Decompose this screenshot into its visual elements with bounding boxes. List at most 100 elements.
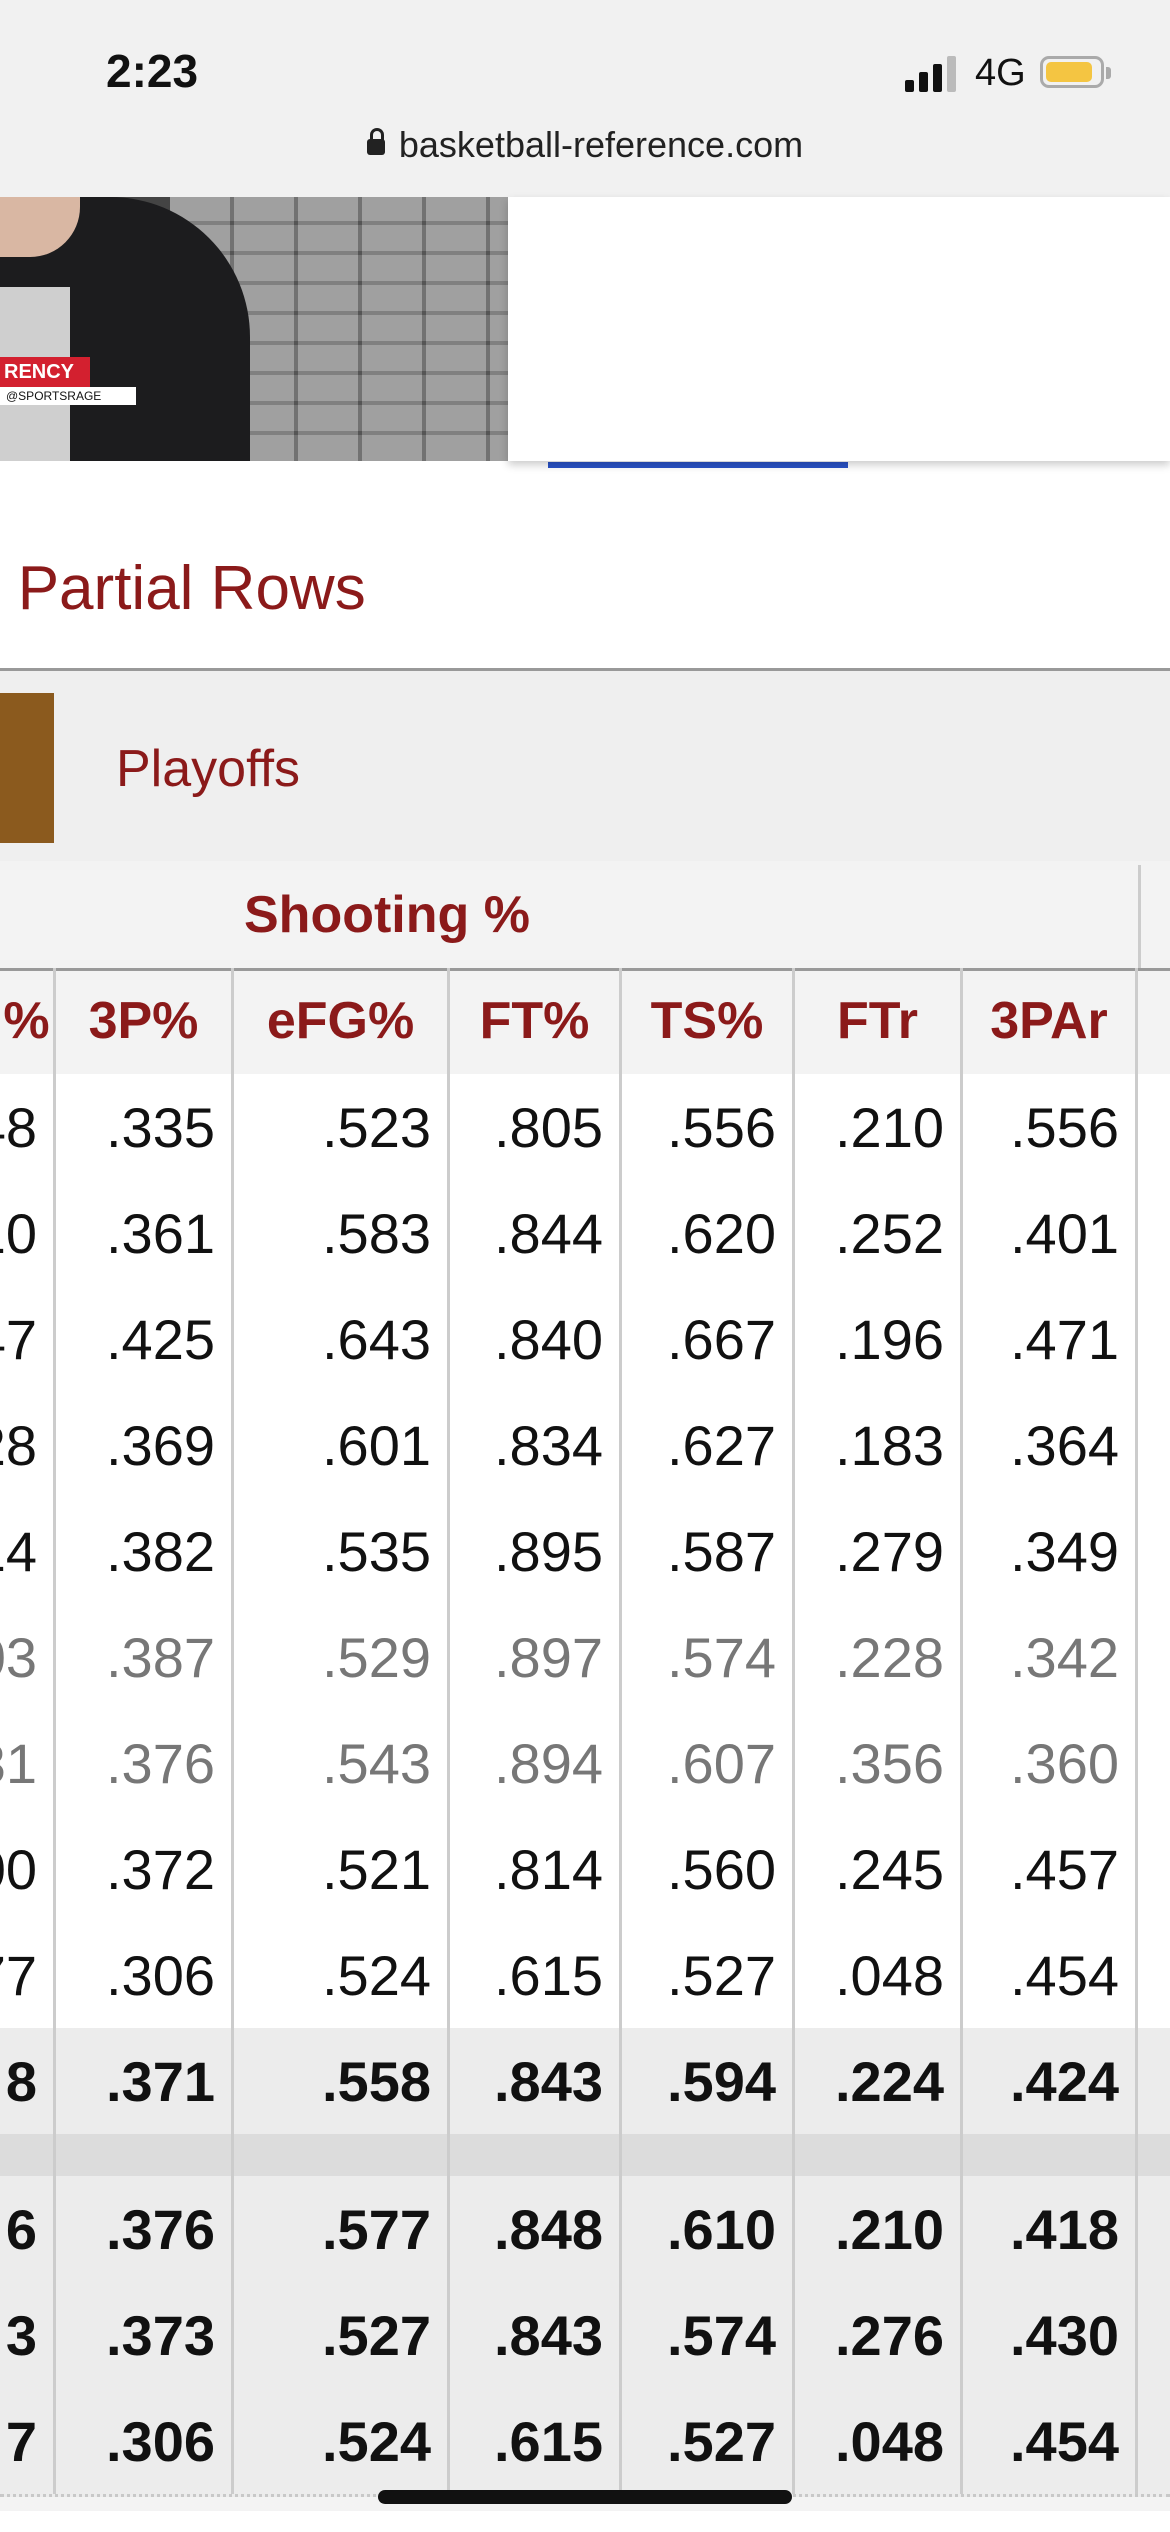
table-cell: .373: [56, 2282, 234, 2388]
table-cell: .587: [622, 1498, 795, 1604]
table-cell: [795, 2134, 963, 2176]
table-row: 10.361.583.844.620.252.401: [0, 1180, 1170, 1289]
table-cell: .814: [450, 1816, 622, 1922]
table-cell: .521: [234, 1816, 450, 1922]
table-cell: .610: [622, 2176, 795, 2282]
section-title[interactable]: e Partial Rows: [0, 554, 366, 623]
table-cell: .848: [450, 2176, 622, 2282]
table-cell: 7: [0, 2388, 56, 2494]
table-cell: .252: [795, 1180, 963, 1286]
column-header[interactable]: TS%: [622, 968, 795, 1074]
table-cell: 31: [0, 1710, 56, 1816]
table-cell: [1138, 2282, 1170, 2388]
table-cell: .048: [795, 1922, 963, 2028]
column-header[interactable]: 3PAr: [963, 968, 1138, 1074]
table-cell: 77: [0, 1922, 56, 2028]
table-cell: .376: [56, 2176, 234, 2282]
table-cell: .471: [963, 1286, 1138, 1392]
table-cell: .228: [795, 1604, 963, 1710]
table-cell: .369: [56, 1392, 234, 1498]
lock-icon: [366, 128, 385, 156]
table-cell: [1138, 1922, 1170, 2028]
table-row: 31.376.543.894.607.356.360: [0, 1710, 1170, 1819]
video-handle-tag: @SPORTSRAGE: [0, 387, 136, 405]
tab-playoffs[interactable]: Playoffs: [116, 740, 301, 798]
tab-regular-season[interactable]: [0, 693, 54, 843]
table-row: 03.387.529.897.574.228.342: [0, 1604, 1170, 1713]
table-cell: .894: [450, 1710, 622, 1816]
table-row: 00.372.521.814.560.245.457: [0, 1816, 1170, 1925]
table-cell: .210: [795, 1074, 963, 1180]
table-cell: [450, 2134, 622, 2176]
table-cell: .306: [56, 1922, 234, 2028]
column-header[interactable]: [1138, 968, 1170, 1074]
table-cell: .843: [450, 2282, 622, 2388]
table-cell: [0, 2134, 56, 2176]
table-cell: [1138, 2176, 1170, 2282]
table-cell: .372: [56, 1816, 234, 1922]
table-cell: .457: [963, 1816, 1138, 1922]
table-cell: .601: [234, 1392, 450, 1498]
table-cell: .454: [963, 1922, 1138, 2028]
table-cell: .834: [450, 1392, 622, 1498]
table-cell: .279: [795, 1498, 963, 1604]
section-divider: [0, 668, 1170, 671]
address-bar[interactable]: basketball-reference.com: [0, 124, 1170, 166]
table-cell: .620: [622, 1180, 795, 1286]
career-total-row: 8.371.558.843.594.224.424: [0, 2028, 1170, 2137]
table-cell: 03: [0, 1604, 56, 1710]
table-spacer-row: [0, 2134, 1170, 2176]
table-cell: .594: [622, 2028, 795, 2134]
obscured-link-underline: [548, 462, 848, 468]
table-cell: [1138, 1286, 1170, 1392]
table-cell: [234, 2134, 450, 2176]
column-header[interactable]: eFG%: [234, 968, 450, 1074]
table-cell: 00: [0, 1816, 56, 1922]
shooting-stats-table: Shooting % %3P%eFG%FT%TS%FTr3PAr48.335.5…: [0, 861, 1170, 2511]
table-cell: .306: [56, 2388, 234, 2494]
column-header[interactable]: 3P%: [56, 968, 234, 1074]
team-total-row: 6.376.577.848.610.210.418: [0, 2176, 1170, 2285]
table-cell: .627: [622, 1392, 795, 1498]
table-cell: .210: [795, 2176, 963, 2282]
table-cell: .527: [622, 1922, 795, 2028]
network-type: 4G: [975, 52, 1026, 94]
table-row: 48.335.523.805.556.210.556: [0, 1074, 1170, 1183]
table-cell: .843: [450, 2028, 622, 2134]
battery-icon: [1040, 56, 1111, 88]
table-cell: [622, 2134, 795, 2176]
table-cell: .425: [56, 1286, 234, 1392]
table-cell: [1138, 1180, 1170, 1286]
table-cell: [1138, 1710, 1170, 1816]
table-cell: .535: [234, 1498, 450, 1604]
table-cell: [1138, 2028, 1170, 2134]
table-cell: .556: [622, 1074, 795, 1180]
column-header[interactable]: FT%: [450, 968, 622, 1074]
table-cell: 14: [0, 1498, 56, 1604]
table-cell: .360: [963, 1710, 1138, 1816]
column-header[interactable]: %: [0, 968, 56, 1074]
table-cell: .196: [795, 1286, 963, 1392]
floating-video-player[interactable]: RENCY @SPORTSRAGE: [0, 197, 508, 461]
season-type-tabs: Playoffs: [0, 671, 1170, 864]
column-header[interactable]: FTr: [795, 968, 963, 1074]
team-total-row: 7.306.524.615.527.048.454: [0, 2388, 1170, 2497]
table-cell: 3: [0, 2282, 56, 2388]
table-cell: .558: [234, 2028, 450, 2134]
table-cell: .577: [234, 2176, 450, 2282]
table-cell: .805: [450, 1074, 622, 1180]
video-channel-tag: RENCY: [0, 357, 90, 387]
table-cell: 10: [0, 1180, 56, 1286]
table-cell: .543: [234, 1710, 450, 1816]
table-cell: .418: [963, 2176, 1138, 2282]
home-indicator[interactable]: [378, 2490, 792, 2504]
table-cell: .527: [234, 2282, 450, 2388]
table-cell: .643: [234, 1286, 450, 1392]
table-cell: .895: [450, 1498, 622, 1604]
table-cell: 8: [0, 2028, 56, 2134]
table-cell: .401: [963, 1180, 1138, 1286]
table-cell: .615: [450, 1922, 622, 2028]
table-cell: .574: [622, 2282, 795, 2388]
team-total-row: 3.373.527.843.574.276.430: [0, 2282, 1170, 2391]
ad-banner[interactable]: [508, 197, 1170, 461]
